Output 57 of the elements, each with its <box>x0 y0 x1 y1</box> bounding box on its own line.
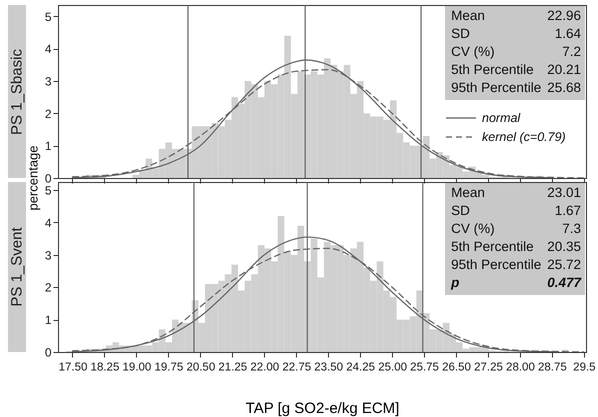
annotation: CV (%) <box>451 220 496 238</box>
annotation: 23.01 <box>547 184 581 202</box>
x-tick-label: 28.00 <box>506 362 535 374</box>
y-tick-label: 5 <box>44 10 52 24</box>
x-tick-label: 22.00 <box>250 362 280 374</box>
x-tick-label: 23.50 <box>314 362 344 374</box>
annotation: 95th Percentile <box>451 256 542 274</box>
y-tick-label: 4 <box>44 216 52 230</box>
annotation: p <box>451 274 460 292</box>
x-tick-label: 18.25 <box>90 362 120 374</box>
x-tick-label: 29.5 <box>573 362 596 374</box>
x-tick-label: 22.75 <box>282 362 312 374</box>
annotation: 95th Percentile <box>451 79 542 97</box>
annotation: 22.96 <box>547 7 581 25</box>
x-tick-label: 27.25 <box>474 362 503 374</box>
annotation: 1.67 <box>554 202 581 220</box>
y-tick-label: 2 <box>44 280 52 295</box>
x-tick-label: 19.75 <box>154 362 184 374</box>
annotation: 25.72 <box>547 256 581 274</box>
x-tick-label: 17.50 <box>58 362 88 374</box>
x-tick-label: 19.00 <box>122 362 152 374</box>
annotation: 0.477 <box>547 274 581 292</box>
x-tick-label: 20.50 <box>186 362 216 374</box>
annotation: SD <box>451 202 471 220</box>
annotation: 25.68 <box>547 79 581 97</box>
y-tick-label: 5 <box>44 184 52 198</box>
y-axis-title: percentage <box>26 145 40 211</box>
y-tick-label: 1 <box>44 313 52 328</box>
annotation: CV (%) <box>451 43 496 61</box>
annotation: SD <box>451 25 471 43</box>
annotation: 20.35 <box>547 238 581 256</box>
y-tick-label: 1 <box>44 139 52 154</box>
legend-label: kernel (c=0.79) <box>482 128 566 146</box>
legend-label: normal <box>482 110 520 127</box>
annotation: 7.2 <box>561 43 581 61</box>
x-tick-label: 25.75 <box>410 362 439 374</box>
annotation: 1.64 <box>554 25 581 43</box>
panel-strip: PS 1_Sbasic <box>8 5 26 178</box>
x-tick-label: 28.75 <box>538 362 567 374</box>
annotation: 5th Percentile <box>451 238 535 256</box>
annotation: 20.21 <box>547 61 581 79</box>
y-tick-label: 0 <box>44 172 52 186</box>
y-tick-label: 3 <box>44 74 52 88</box>
y-tick-label: 4 <box>44 42 52 56</box>
annotation: 5th Percentile <box>451 61 535 79</box>
y-tick-label: 3 <box>44 248 52 262</box>
x-tick-label: 24.25 <box>346 362 376 374</box>
x-tick-label: 21.25 <box>218 362 248 374</box>
panel-strip: PS 1_Svent <box>8 182 26 352</box>
y-tick-label: 0 <box>44 346 52 360</box>
annotation: Mean <box>451 184 486 202</box>
x-tick-label: 25.00 <box>378 362 407 374</box>
x-axis-title: TAP [g SO2-e/kg ECM] <box>246 400 400 417</box>
x-tick-label: 26.50 <box>442 362 471 374</box>
annotation: 7.3 <box>561 220 581 238</box>
annotation: Mean <box>451 7 486 25</box>
y-tick-label: 2 <box>44 106 52 121</box>
